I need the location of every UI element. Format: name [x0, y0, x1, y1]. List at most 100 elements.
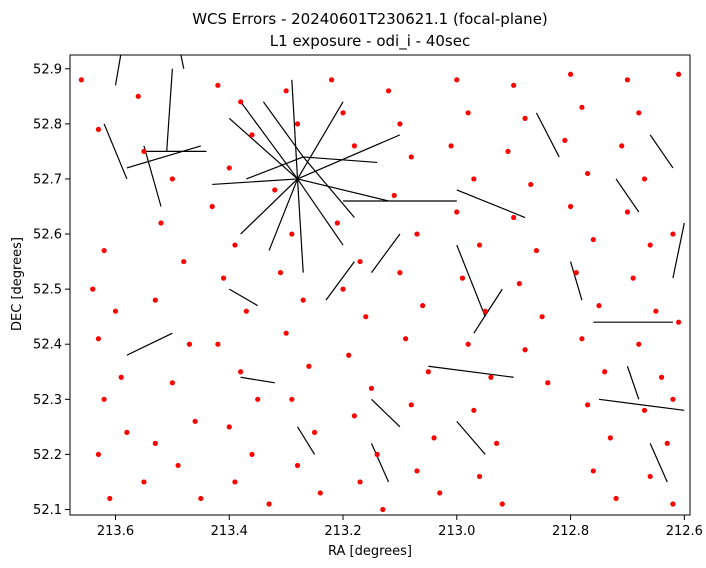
star-point: [545, 380, 551, 386]
star-point: [511, 214, 517, 221]
star-point: [488, 374, 494, 380]
star-point: [624, 209, 631, 215]
star-point: [567, 71, 574, 77]
star-point: [232, 242, 238, 248]
star-point: [243, 308, 249, 314]
x-axis-label: RA [degrees]: [328, 544, 412, 559]
star-point: [289, 231, 295, 237]
error-vector: [240, 376, 275, 384]
star-point: [249, 132, 255, 138]
star-point: [329, 77, 335, 83]
star-point: [528, 181, 534, 188]
star-point: [437, 490, 443, 496]
error-vector: [325, 261, 355, 301]
error-vector: [291, 79, 299, 179]
error-vector: [649, 134, 674, 169]
error-vector: [297, 178, 389, 202]
star-point: [408, 154, 414, 160]
star-point: [368, 385, 375, 391]
y-axis-label: DEC [degrees]: [10, 237, 25, 331]
star-point: [317, 490, 323, 496]
x-tick-label: 213.0: [438, 524, 475, 539]
error-vector: [212, 178, 298, 186]
error-vector: [456, 420, 486, 455]
error-vector: [180, 55, 185, 69]
error-vector: [535, 112, 560, 158]
star-point: [579, 336, 585, 342]
y-tick-label: 52.9: [33, 62, 62, 77]
y-tick-label: 52.1: [33, 503, 62, 518]
star-point: [101, 396, 107, 402]
star-point: [107, 495, 113, 502]
star-point: [209, 203, 215, 210]
error-vector: [370, 443, 390, 483]
error-vector: [240, 101, 299, 180]
star-point: [238, 99, 244, 105]
error-vector: [228, 117, 298, 180]
x-tick-label: 212.8: [552, 524, 589, 539]
x-tick-label: 213.4: [211, 524, 248, 539]
star-point: [607, 435, 613, 441]
star-point: [465, 110, 471, 116]
star-point: [283, 330, 289, 336]
star-point: [454, 209, 460, 215]
star-point: [636, 110, 642, 116]
star-point: [624, 77, 631, 83]
error-vector: [228, 288, 259, 307]
star-point: [95, 126, 102, 132]
star-point: [124, 429, 130, 435]
star-point: [431, 435, 437, 441]
y-tick-label: 52.3: [33, 393, 62, 408]
star-point: [408, 402, 414, 408]
star-point: [402, 336, 409, 342]
star-point: [414, 231, 420, 237]
star-point: [499, 501, 505, 507]
star-point: [152, 440, 158, 446]
star-point: [676, 71, 682, 77]
star-point: [533, 247, 540, 254]
star-point: [476, 242, 483, 248]
error-vector: [456, 244, 486, 317]
error-vector: [297, 134, 401, 180]
star-point: [135, 93, 141, 99]
error-vector: [626, 366, 640, 400]
star-point: [141, 148, 147, 155]
error-vector: [246, 156, 304, 180]
star-point: [158, 220, 164, 226]
star-point: [670, 396, 676, 402]
star-point: [494, 440, 500, 446]
star-point: [522, 115, 528, 121]
star-point: [511, 82, 517, 88]
star-point: [448, 143, 454, 149]
error-vector: [297, 101, 344, 180]
star-point: [215, 341, 221, 347]
star-point: [567, 203, 574, 210]
star-point: [641, 176, 648, 182]
star-point: [357, 479, 363, 485]
star-point: [647, 473, 653, 480]
star-point: [471, 407, 477, 413]
star-point: [272, 187, 278, 193]
x-tick-label: 212.6: [666, 524, 703, 539]
error-vector: [473, 288, 503, 334]
star-point: [585, 402, 591, 408]
y-tick-label: 52.4: [33, 338, 62, 353]
star-point: [590, 236, 596, 243]
star-point: [596, 303, 602, 309]
star-point: [363, 314, 369, 320]
y-tick-label: 52.5: [33, 283, 62, 298]
plot-frame: [69, 54, 691, 516]
star-point: [232, 479, 238, 485]
error-vector: [598, 398, 685, 411]
error-vector: [569, 261, 583, 301]
error-vector: [456, 189, 526, 219]
star-point: [670, 231, 676, 237]
star-point: [141, 479, 147, 485]
star-point: [619, 143, 625, 149]
x-axis: 213.6 213.4 213.2 213.0 212.8 212.6: [97, 515, 703, 539]
star-point: [522, 347, 528, 353]
x-tick-label: 213.2: [324, 524, 361, 539]
star-point: [579, 104, 585, 110]
star-point: [294, 121, 301, 127]
